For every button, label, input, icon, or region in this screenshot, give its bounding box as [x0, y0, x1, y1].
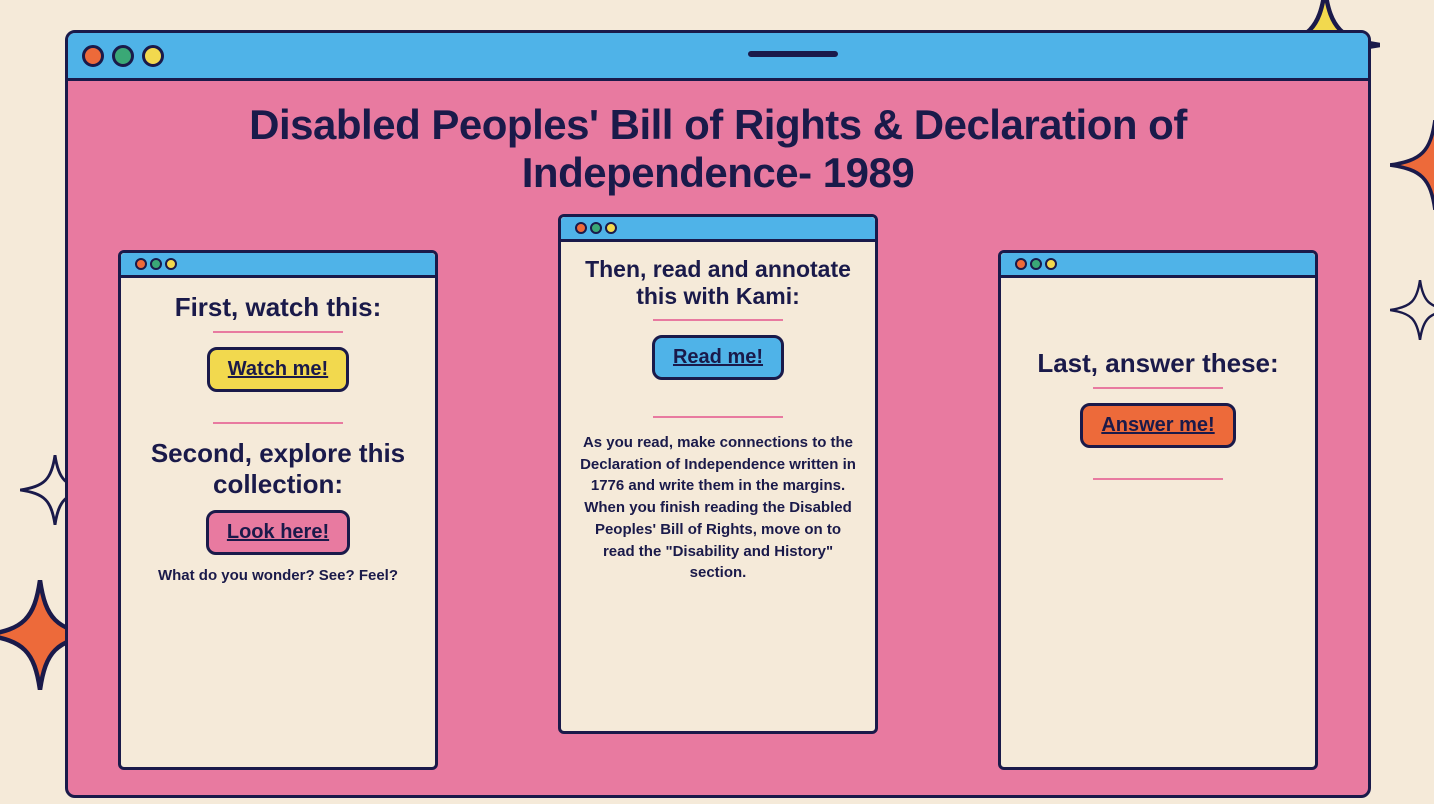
sparkle-icon: [1390, 120, 1434, 210]
divider: [653, 416, 783, 418]
dot-red: [135, 258, 147, 270]
read-button[interactable]: Read me!: [652, 335, 784, 380]
panel-first: First, watch this: Watch me! Second, exp…: [118, 250, 438, 770]
page-title: Disabled Peoples' Bill of Rights & Decla…: [68, 81, 1368, 208]
dot-green: [112, 45, 134, 67]
dot-yellow: [142, 45, 164, 67]
dot-red: [1015, 258, 1027, 270]
heading-answer: Last, answer these:: [1019, 348, 1297, 379]
panel-read: Then, read and annotate this with Kami: …: [558, 214, 878, 734]
panel-answer: Last, answer these: Answer me!: [998, 250, 1318, 770]
dot-yellow: [1045, 258, 1057, 270]
heading-first: First, watch this:: [139, 292, 417, 323]
answer-button[interactable]: Answer me!: [1080, 403, 1235, 448]
main-titlebar: [68, 33, 1368, 81]
panels-container: First, watch this: Watch me! Second, exp…: [68, 208, 1368, 798]
divider: [1093, 387, 1223, 389]
titlebar-slot-icon: [748, 51, 838, 57]
sparkle-icon: [1390, 280, 1434, 340]
main-window: Disabled Peoples' Bill of Rights & Decla…: [65, 30, 1371, 798]
subtext-read: As you read, make connections to the Dec…: [579, 432, 857, 584]
panel-titlebar: [561, 217, 875, 242]
dot-green: [590, 222, 602, 234]
panel-titlebar: [1001, 253, 1315, 278]
traffic-lights: [82, 45, 164, 67]
divider: [653, 319, 783, 321]
dot-yellow: [165, 258, 177, 270]
look-button[interactable]: Look here!: [206, 510, 350, 555]
divider: [1093, 478, 1223, 480]
dot-green: [1030, 258, 1042, 270]
heading-read: Then, read and annotate this with Kami:: [579, 256, 857, 311]
heading-second: Second, explore this collection:: [139, 438, 417, 500]
subtext-wonder: What do you wonder? See? Feel?: [139, 565, 417, 587]
divider: [213, 422, 343, 424]
divider: [213, 331, 343, 333]
dot-yellow: [605, 222, 617, 234]
panel-titlebar: [121, 253, 435, 278]
dot-green: [150, 258, 162, 270]
dot-red: [575, 222, 587, 234]
watch-button[interactable]: Watch me!: [207, 347, 349, 392]
dot-red: [82, 45, 104, 67]
